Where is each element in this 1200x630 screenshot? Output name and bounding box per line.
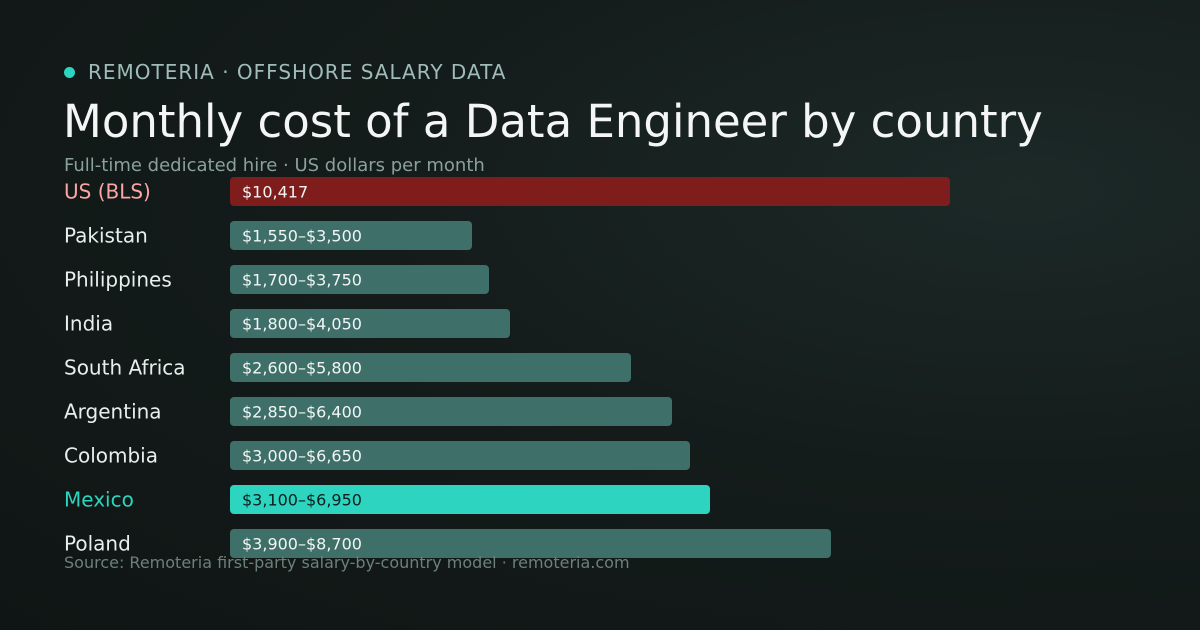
category-label: Colombia (64, 444, 158, 468)
bar-value-label: $1,700–$3,750 (242, 271, 362, 290)
source-note: Source: Remoteria first-party salary-by-… (64, 553, 630, 572)
bar-value-label: $3,900–$8,700 (242, 535, 362, 554)
bar-mexico (230, 485, 710, 514)
brand-row: REMOTERIA · OFFSHORE SALARY DATA (64, 60, 506, 84)
brand-dot-icon (64, 66, 75, 78)
bar-argentina (230, 397, 672, 426)
bar-value-label: $3,100–$6,950 (242, 491, 362, 510)
bar-value-label: $2,850–$6,400 (242, 403, 362, 422)
chart-subtitle: Full-time dedicated hire · US dollars pe… (64, 155, 485, 176)
bar-pakistan (230, 221, 472, 250)
category-label: South Africa (64, 356, 186, 380)
category-label: Poland (64, 532, 131, 556)
category-label: Philippines (64, 268, 172, 292)
bar-value-label: $3,000–$6,650 (242, 447, 362, 466)
bar-south-africa (230, 353, 631, 382)
bar-value-label: $2,600–$5,800 (242, 359, 362, 378)
bar-india (230, 309, 510, 338)
bar-value-label: $10,417 (242, 183, 308, 202)
bar-poland (230, 529, 831, 558)
brand-label: REMOTERIA · OFFSHORE SALARY DATA (88, 60, 507, 84)
category-label: Argentina (64, 400, 162, 424)
category-label: Pakistan (64, 224, 148, 248)
bar-us-bls (230, 177, 950, 206)
category-label: US (BLS) (64, 180, 151, 204)
category-label: India (64, 312, 113, 336)
bar-philippines (230, 265, 489, 294)
category-label: Mexico (64, 488, 134, 512)
chart-title: Monthly cost of a Data Engineer by count… (63, 95, 1043, 148)
bar-colombia (230, 441, 690, 470)
bar-value-label: $1,800–$4,050 (242, 315, 362, 334)
bar-value-label: $1,550–$3,500 (242, 227, 362, 246)
